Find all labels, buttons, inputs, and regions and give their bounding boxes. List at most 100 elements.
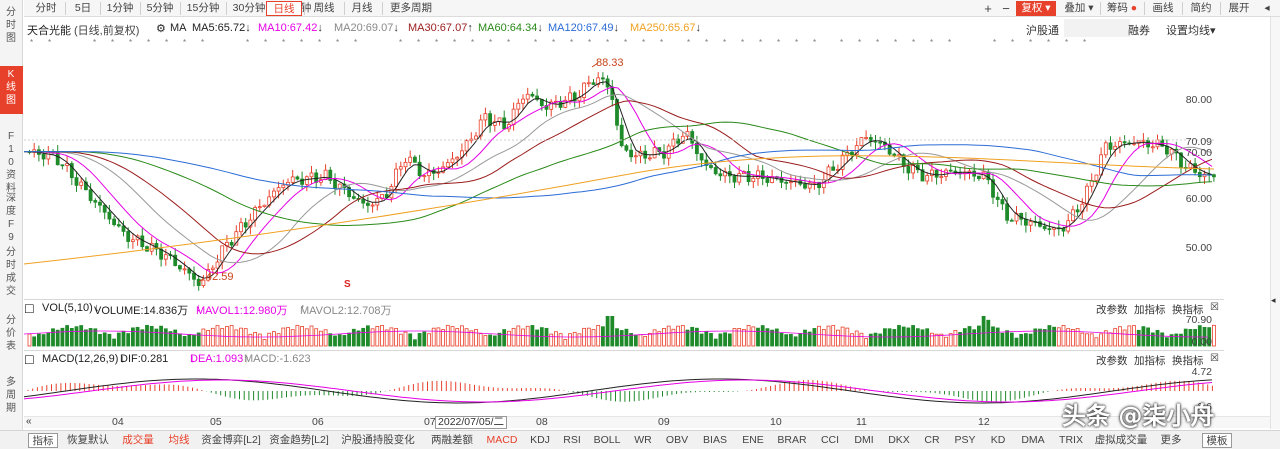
macd-switch-indicator-button[interactable]: 换指标 [1172, 355, 1204, 367]
left-nav-item[interactable]: F10资料 [6, 131, 17, 194]
svg-text:*: * [588, 38, 591, 47]
indicator-tab[interactable]: OBV [665, 434, 689, 446]
simple-mode-button[interactable]: 简约 [1190, 2, 1212, 14]
svg-text:*: * [687, 38, 690, 47]
indicator-tab[interactable]: DKX [888, 434, 910, 446]
zoom-out-button[interactable]: − [1002, 1, 1010, 16]
left-nav-item[interactable]: K线图 [0, 66, 23, 114]
indicator-tab[interactable]: WR [634, 434, 652, 446]
indicator-tab[interactable]: 虚拟成交量 [1094, 434, 1148, 446]
left-nav-item[interactable]: 分价表 [6, 315, 17, 352]
horizontal-scrollbar[interactable]: « [24, 416, 1270, 428]
svg-text:*: * [453, 38, 456, 47]
period-tab-more[interactable]: 更多周期 [390, 2, 432, 14]
fuquan-button[interactable]: 复权 ▾ [1016, 1, 1056, 16]
indicator-tab[interactable]: BRAR [777, 434, 807, 446]
indicator-tab[interactable]: 均线 [168, 434, 190, 446]
svg-text:*: * [1047, 38, 1050, 47]
indicator-tab[interactable]: 恢复默认 [67, 434, 109, 446]
vol-edit-params-button[interactable]: 改参数 [1096, 304, 1128, 316]
kline-price-pane[interactable]: * * * * * * * * * * * * * * * * * * * * * * * * * * * * * * * * * * * * * * * *… [23, 37, 1224, 297]
period-tab-weekly[interactable]: 周线 [313, 2, 335, 14]
indicator-tab[interactable]: KD [990, 434, 1006, 446]
month-label: 06 [312, 416, 324, 428]
indicator-tab[interactable]: ENE [742, 434, 764, 446]
period-tab-30min[interactable]: 30分钟 [232, 2, 266, 14]
left-nav-item[interactable]: 分时成交 [6, 247, 17, 297]
indicator-tab[interactable]: BIAS [703, 434, 727, 446]
hgt-link[interactable]: 沪股通 [1026, 25, 1059, 37]
checkbox-icon[interactable]: ☐ [24, 302, 35, 316]
indicator-tab[interactable]: TRIX [1059, 434, 1083, 446]
vertical-scrollbar[interactable]: ◂ [1270, 17, 1280, 429]
ma-settings-button[interactable]: 设置均线▾ [1166, 25, 1216, 37]
svg-text:*: * [948, 38, 951, 47]
macd-tick-low: -3.6 [1193, 401, 1212, 413]
macd-checkbox-icon[interactable]: ☐ [24, 353, 35, 367]
settings-gear-icon[interactable]: ⚙ [156, 23, 166, 35]
indicator-tab[interactable]: KDJ [530, 434, 550, 446]
indicator-tab[interactable]: BOLL [593, 434, 621, 446]
macd-edit-params-button[interactable]: 改参数 [1096, 355, 1128, 367]
vol-close-icon[interactable]: ☒ [1210, 302, 1219, 313]
divider-2 [24, 350, 1224, 351]
vol-switch-indicator-button[interactable]: 换指标 [1172, 304, 1204, 316]
indicator-tab[interactable]: 资金博弈[L2] [201, 434, 261, 446]
period-tab-15min[interactable]: 15分钟 [186, 2, 220, 14]
period-tab-monthly[interactable]: 月线 [351, 2, 373, 14]
stock-name: 天合光能 [27, 25, 71, 37]
svg-text:*: * [264, 38, 267, 47]
svg-text:*: * [570, 38, 573, 47]
indicator-tab[interactable]: PSY [954, 434, 976, 446]
period-tab-fenshi[interactable]: 分时 [35, 2, 57, 14]
draw-line-button[interactable]: 画线 [1152, 2, 1174, 14]
ma-label: MA [170, 22, 187, 34]
svg-text:*: * [1011, 38, 1014, 47]
indicator-tab[interactable]: 成交量 [122, 434, 154, 446]
template-button[interactable]: 模板 [1202, 433, 1232, 448]
macd-add-indicator-button[interactable]: 加指标 [1134, 355, 1166, 367]
date-axis: 04 05 06 07 08 09 10 11 12 [24, 416, 1224, 428]
macd-header: ☐ MACD(12,26,9) DIF:0.281 ↓ DEA:1.093 ↓ MA… [24, 353, 1219, 367]
indicator-tab[interactable]: DMA [1021, 434, 1045, 446]
chip-dot-icon: ● [1130, 2, 1138, 14]
chip-button[interactable]: 筹码 ● [1106, 2, 1138, 14]
expand-button[interactable]: 展开 [1228, 2, 1250, 14]
period-tab-5min[interactable]: 5分钟 [146, 2, 174, 14]
vol-add-indicator-button[interactable]: 加指标 [1134, 304, 1166, 316]
indicator-tab[interactable]: MACD [486, 434, 518, 446]
blurred-badge [1064, 19, 1130, 37]
overlay-button[interactable]: 叠加 ▾ [1064, 2, 1094, 14]
indicator-tab[interactable]: 更多 [1160, 434, 1182, 446]
zoom-in-button[interactable]: + [984, 1, 992, 16]
period-tab-1min[interactable]: 1分钟 [106, 2, 134, 14]
indicator-tab[interactable]: CR [924, 434, 940, 446]
month-label: 12 [978, 416, 990, 428]
period-tab-daily[interactable]: 日线 [266, 1, 302, 16]
indicator-tab[interactable]: RSI [563, 434, 581, 446]
svg-text:*: * [165, 38, 168, 47]
volume-pane[interactable]: 70.90 0.00 [23, 313, 1224, 348]
indicator-tab[interactable]: CCI [820, 434, 840, 446]
left-nav-item[interactable]: 分时图 [6, 7, 17, 44]
indicator-tab[interactable]: 沪股通持股变化 [341, 434, 415, 446]
expand-arrow-icon[interactable]: ◂ [1264, 2, 1270, 14]
svg-text:*: * [930, 38, 933, 47]
indicator-tab[interactable]: 资金趋势[L2] [269, 434, 329, 446]
svg-text:*: * [813, 38, 816, 47]
scroll-arrow-icon[interactable]: ◂ [1271, 295, 1276, 305]
indicator-tab[interactable]: 指标 [28, 433, 58, 448]
left-nav-item[interactable]: 深度F9 [6, 193, 17, 243]
indicator-tab[interactable]: 两融差额 [431, 434, 473, 446]
indicator-tab[interactable]: DMI [854, 434, 874, 446]
svg-text:*: * [624, 38, 627, 47]
svg-text:*: * [147, 38, 150, 47]
svg-text:*: * [93, 38, 96, 47]
macd-close-icon[interactable]: ☒ [1210, 353, 1219, 364]
rongquan-link[interactable]: 融券 [1128, 25, 1150, 37]
scroll-left-icon[interactable]: « [26, 416, 32, 427]
left-nav-item[interactable]: 多周期 [6, 377, 17, 414]
period-tab-5day[interactable]: 5日 [74, 2, 92, 14]
vol-tick-zero: 0.00 [1191, 336, 1212, 348]
macd-pane[interactable]: 4.72 -3.6 [23, 366, 1224, 415]
